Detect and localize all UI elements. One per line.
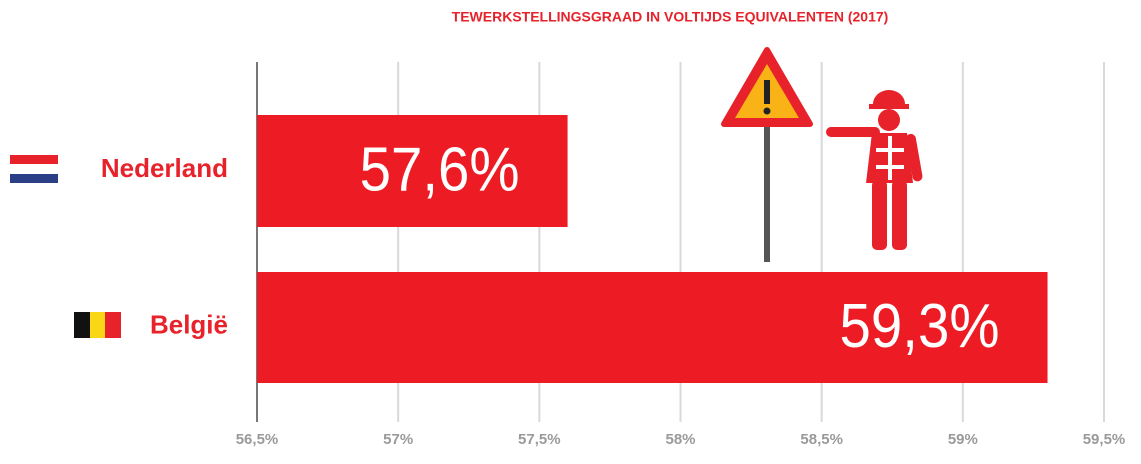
- category-label: Nederland: [101, 153, 228, 183]
- chart-title: TEWERKSTELLINGSGRAAD IN VOLTIJDS EQUIVAL…: [452, 9, 889, 25]
- x-tick-label: 58%: [665, 431, 695, 448]
- x-tick-label: 57%: [383, 431, 413, 448]
- x-tick-label: 59,5%: [1083, 431, 1126, 448]
- x-tick-label: 58,5%: [800, 431, 843, 448]
- x-tick-label: 56,5%: [236, 431, 279, 448]
- category-label: België: [150, 309, 228, 339]
- value-label: 57,6%: [360, 135, 520, 204]
- value-label: 59,3%: [840, 292, 1000, 361]
- chart: TEWERKSTELLINGSGRAAD IN VOLTIJDS EQUIVAL…: [0, 0, 1141, 464]
- worker-icon: [826, 90, 923, 250]
- warning-sign: [724, 50, 810, 262]
- flag-be: [74, 312, 121, 338]
- flag-nl: [10, 155, 58, 183]
- x-tick-label: 57,5%: [518, 431, 561, 448]
- x-tick-label: 59%: [948, 431, 978, 448]
